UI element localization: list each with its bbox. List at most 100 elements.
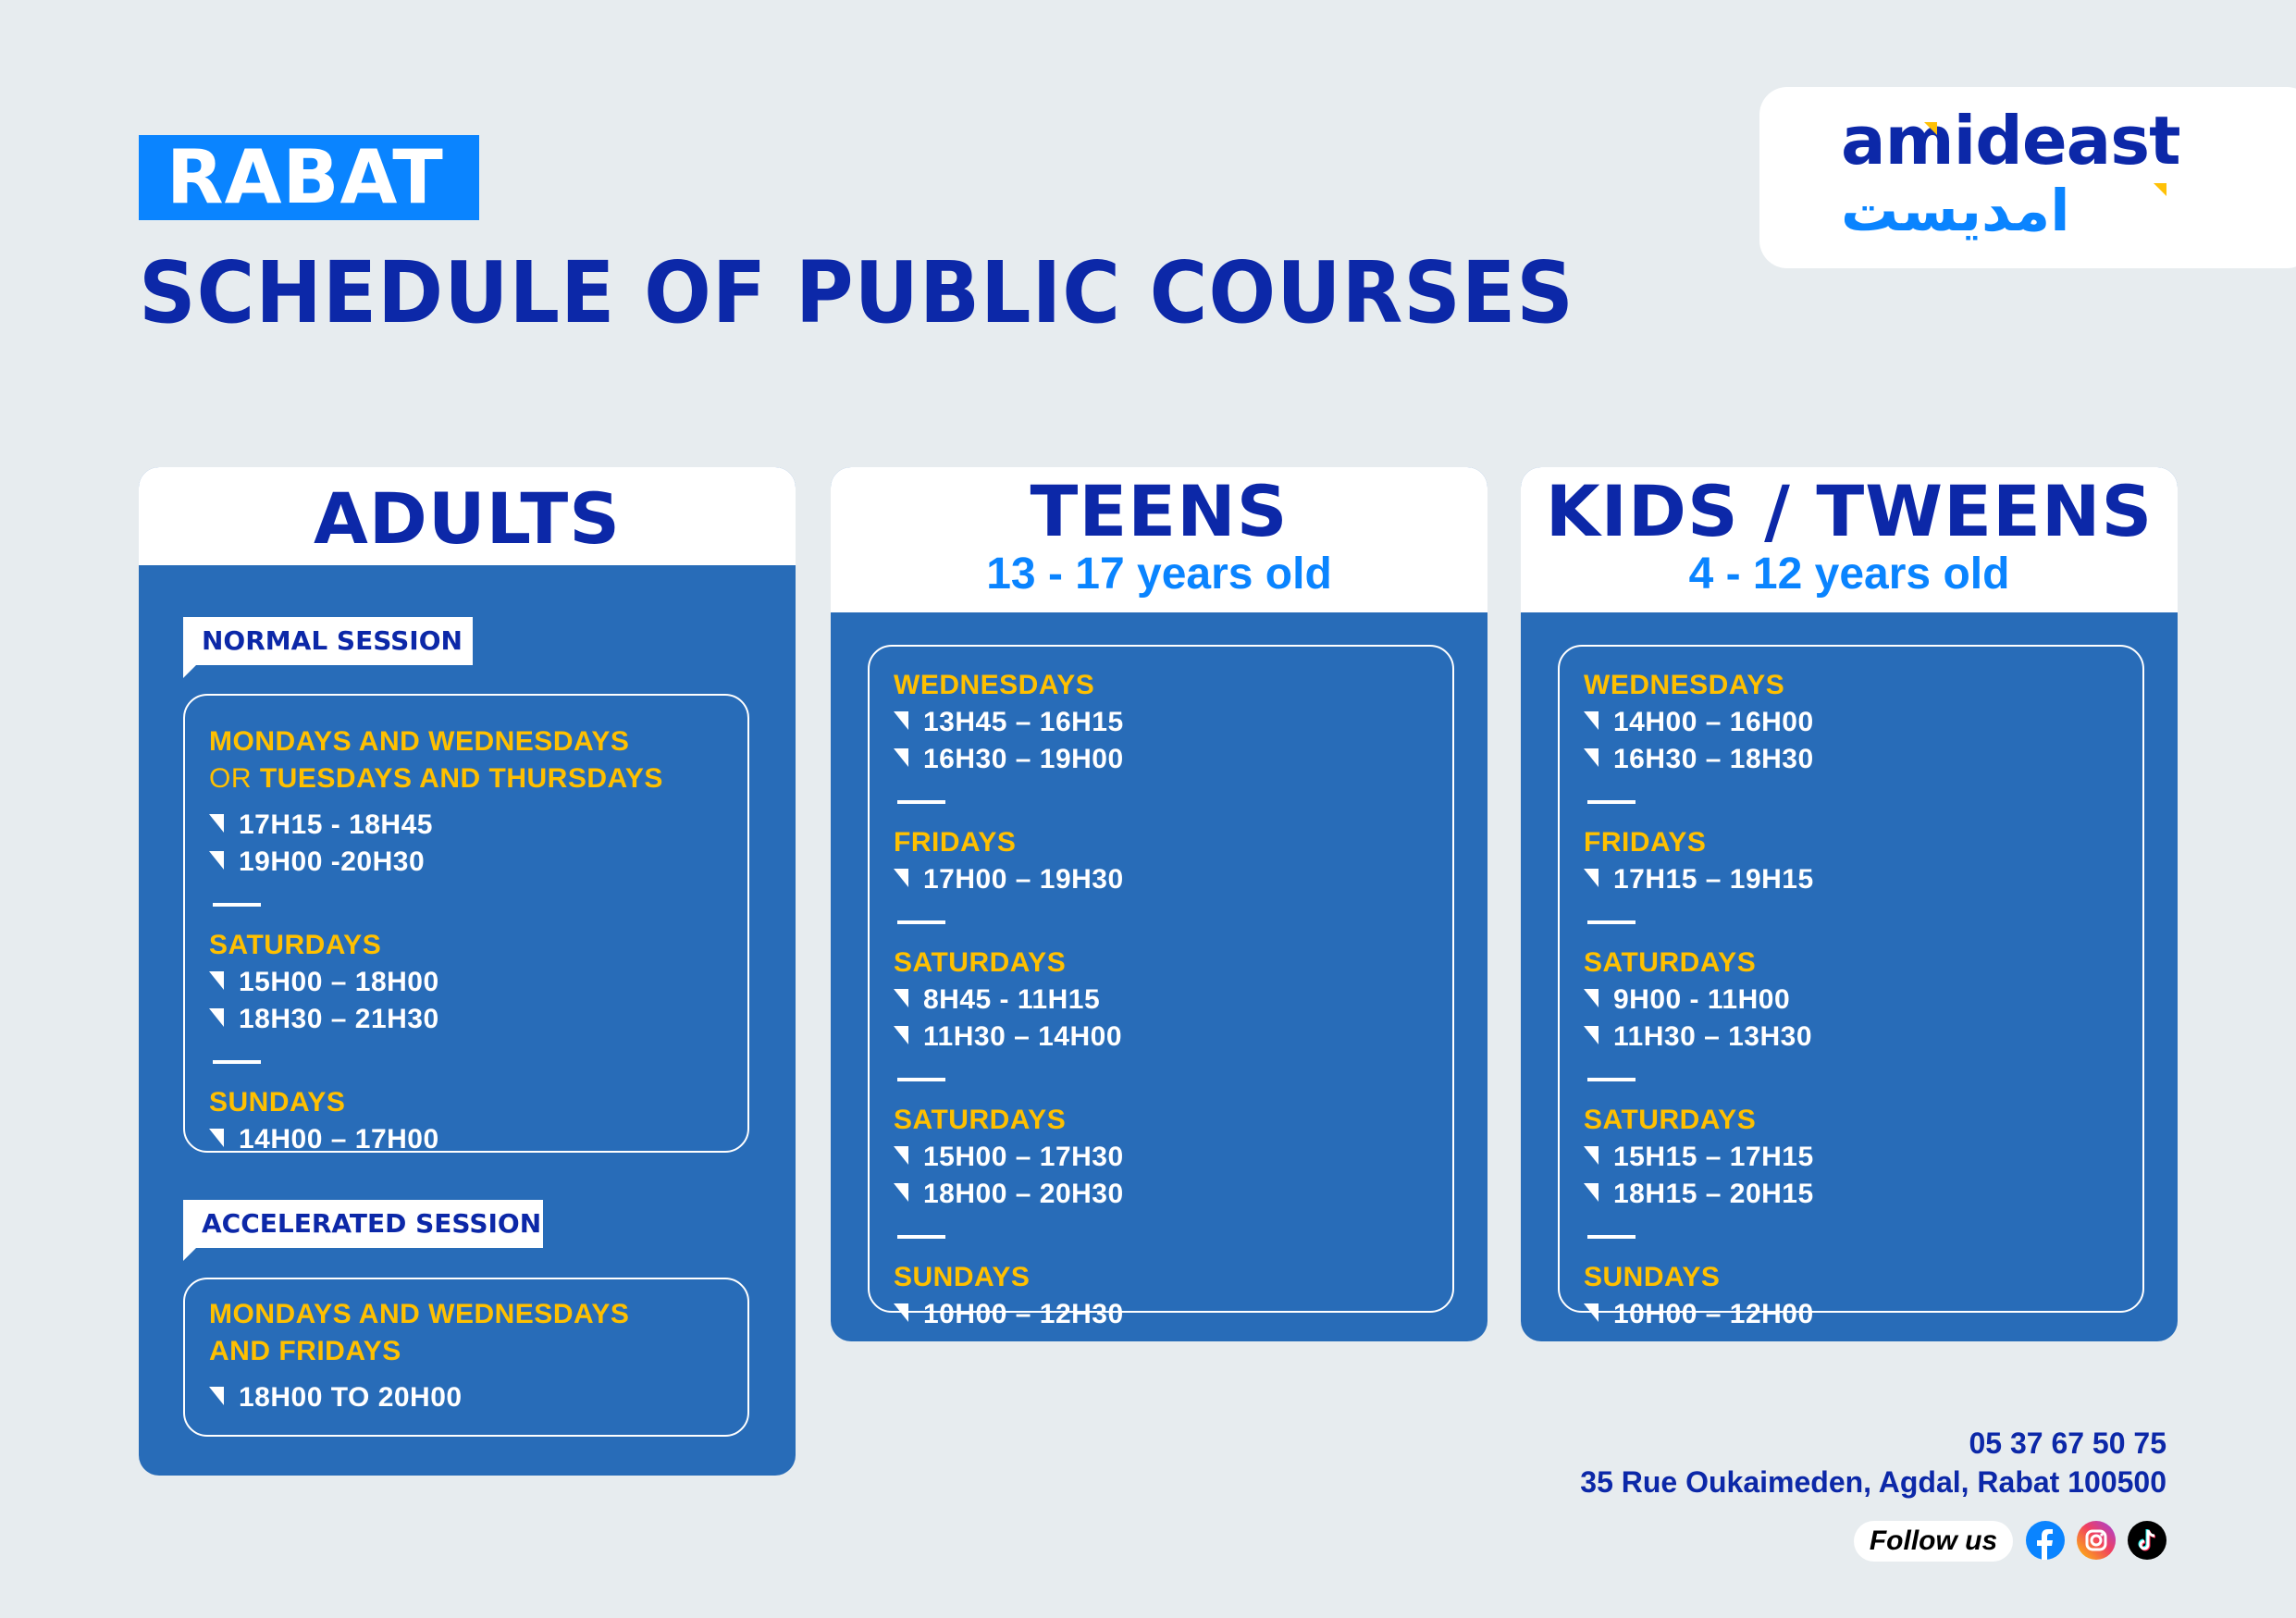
panel-title: KIDS / TWEENS [1545,470,2154,552]
amideast-logo: amideast امديست [1759,87,2296,268]
panel-adults: ADULTS NORMAL SESSION MONDAYS AND WEDNES… [139,467,796,1476]
bullet-icon [894,748,908,767]
day-label: WEDNESDAYS [894,670,1095,700]
day-label: SATURDAYS [894,1105,1067,1135]
bullet-icon [894,1026,908,1044]
bullet-icon [894,1146,908,1165]
day-label-line2: TUESDAYS AND THURSDAYS [259,763,663,794]
time-slot: 18H30 – 21H30 [209,1001,747,1038]
time-slot: 19H00 -20H30 [209,844,747,881]
bullet-icon [894,1303,908,1322]
time-slot: 18H00 – 20H30 [894,1176,1452,1213]
time-slot: 17H15 – 19H15 [1584,861,2142,898]
logo-text-ar: امديست [1841,177,2070,244]
bullet-icon [1584,748,1599,767]
age-range: 13 - 17 years old [986,550,1332,599]
time-slot: 14H00 – 16H00 [1584,704,2142,741]
divider [1587,800,1636,804]
time-slot: 10H00 – 12H30 [894,1296,1452,1333]
logo-accent-icon [2154,183,2166,196]
bullet-icon [1584,711,1599,730]
time-slot: 16H30 – 18H30 [1584,741,2142,778]
bullet-icon [894,711,908,730]
time-slot: 11H30 – 14H00 [894,1019,1452,1056]
divider [897,1235,945,1239]
bullet-icon [209,1129,224,1147]
divider [897,1078,945,1081]
day-label: WEDNESDAYS [1584,670,1785,700]
bullet-icon [209,814,224,833]
bullet-icon [209,851,224,870]
day-label: MONDAYS AND WEDNESDAYS [209,726,630,757]
divider [897,920,945,924]
session-tag-accelerated: ACCELERATED SESSION [183,1200,543,1261]
time-slot: 13H45 – 16H15 [894,704,1452,741]
time-slot: 18H15 – 20H15 [1584,1176,2142,1213]
divider [1587,1078,1636,1081]
day-label: SATURDAYS [1584,1105,1757,1135]
schedule-box: WEDNESDAYS 13H45 – 16H15 16H30 – 19H00 F… [868,645,1454,1329]
day-label: SATURDAYS [1584,947,1757,978]
schedule-box-normal: MONDAYS AND WEDNESDAYS OR TUESDAYS AND T… [183,694,749,1155]
schedule-box: WEDNESDAYS 14H00 – 16H00 16H30 – 18H30 F… [1558,645,2144,1329]
time-slot: 8H45 - 11H15 [894,982,1452,1019]
time-slot: 15H15 – 17H15 [1584,1139,2142,1176]
follow-us-label: Follow us [1854,1521,2013,1562]
tiktok-icon[interactable] [2128,1521,2166,1560]
bullet-icon [894,1183,908,1202]
panel-header: ADULTS [139,467,796,565]
session-tag-normal: NORMAL SESSION [183,617,473,678]
day-label: SUNDAYS [209,1087,346,1118]
panel-title: TEENS [1030,470,1289,552]
time-slot: 18H00 TO 20H00 [209,1379,747,1416]
or-label: OR [209,763,252,794]
panel-kids: KIDS / TWEENS 4 - 12 years old WEDNESDAY… [1521,467,2178,1341]
bullet-icon [1584,1183,1599,1202]
panel-header: KIDS / TWEENS 4 - 12 years old [1521,467,2178,612]
day-label: AND FRIDAYS [209,1336,401,1366]
time-slot: 14H00 – 17H00 [209,1121,747,1158]
divider [1587,920,1636,924]
divider [897,800,945,804]
bullet-icon [1584,1026,1599,1044]
phone-number[interactable]: 05 37 67 50 75 [1969,1427,2166,1460]
time-slot: 9H00 - 11H00 [1584,982,2142,1019]
time-slot: 15H00 – 18H00 [209,964,747,1001]
instagram-icon[interactable] [2077,1521,2116,1560]
address: 35 Rue Oukaimeden, Agdal, Rabat 100500 [1580,1465,2166,1499]
time-slot: 17H15 - 18H45 [209,807,747,844]
age-range: 4 - 12 years old [1688,550,2010,599]
facebook-icon[interactable] [2026,1521,2065,1560]
bullet-icon [209,1387,224,1405]
bullet-icon [1584,989,1599,1007]
divider [213,903,261,907]
bullet-icon [1584,1303,1599,1322]
bullet-icon [894,869,908,887]
schedule-box-accelerated: MONDAYS AND WEDNESDAYS AND FRIDAYS 18H00… [183,1278,749,1437]
page-title: SCHEDULE OF PUBLIC COURSES [139,243,1574,342]
day-label: SATURDAYS [209,930,382,960]
bullet-icon [209,971,224,990]
panel-header: TEENS 13 - 17 years old [831,467,1487,612]
bullet-icon [1584,869,1599,887]
time-slot: 11H30 – 13H30 [1584,1019,2142,1056]
logo-accent-icon [1924,122,1937,135]
day-label: FRIDAYS [894,827,1017,858]
day-label: OR TUESDAYS AND THURSDAYS [209,760,747,797]
bullet-icon [894,989,908,1007]
bullet-icon [1584,1146,1599,1165]
divider [1587,1235,1636,1239]
time-slot: 17H00 – 19H30 [894,861,1452,898]
day-label: SUNDAYS [1584,1262,1721,1292]
logo-text-en: amideast [1841,102,2181,179]
time-slot: 15H00 – 17H30 [894,1139,1452,1176]
day-label: FRIDAYS [1584,827,1707,858]
bullet-icon [209,1008,224,1027]
divider [213,1060,261,1064]
panel-title: ADULTS [313,477,622,560]
time-slot: 10H00 – 12H00 [1584,1296,2142,1333]
day-label: MONDAYS AND WEDNESDAYS [209,1299,630,1329]
day-label: SUNDAYS [894,1262,1031,1292]
day-label: SATURDAYS [894,947,1067,978]
time-slot: 16H30 – 19H00 [894,741,1452,778]
